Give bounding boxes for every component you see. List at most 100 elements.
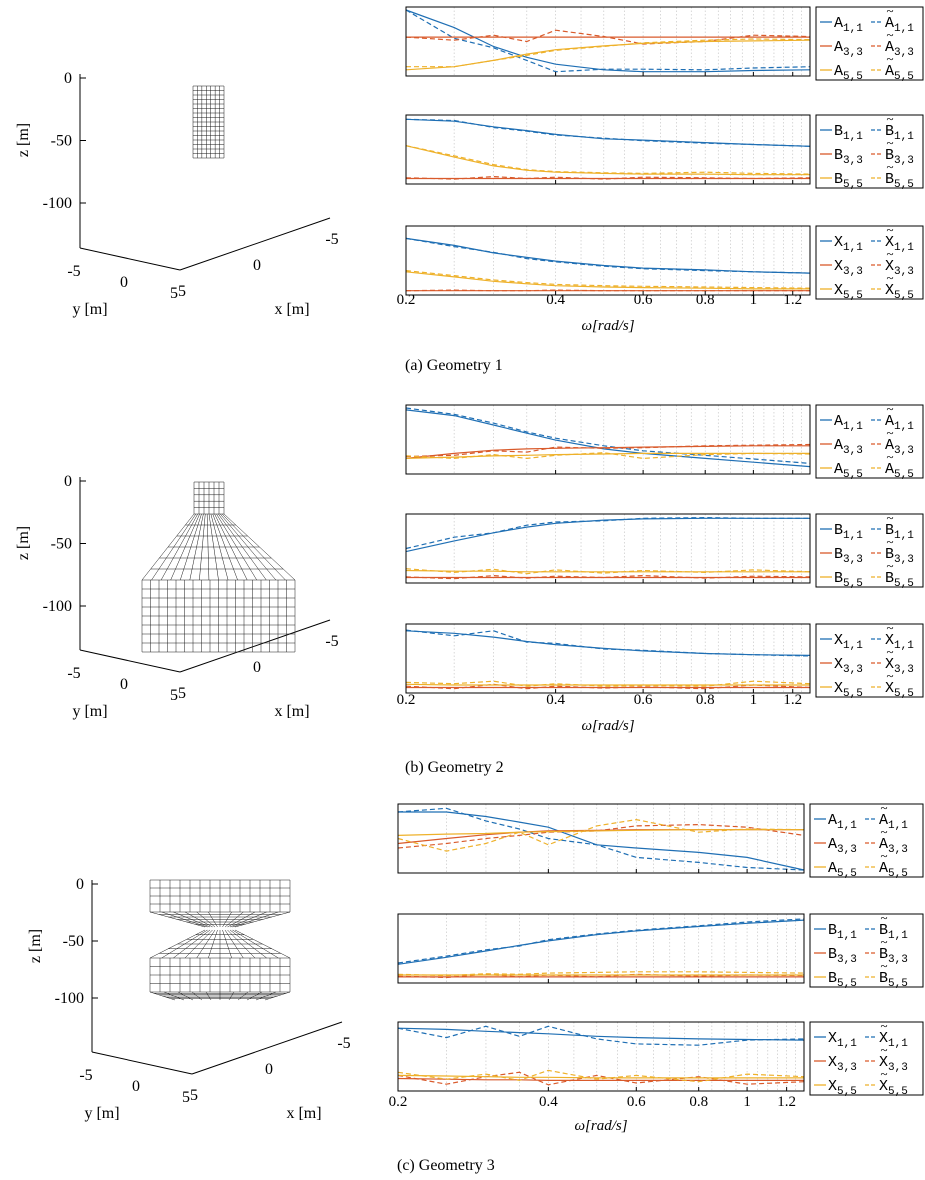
g3-x-series-line-0 (397, 1027, 805, 1041)
g2-a-legend-label-tilde-tilde: ~ (886, 401, 893, 416)
g1-a-series-line-5 (406, 38, 811, 68)
geometry-2-x-tick-label: 0 (253, 659, 261, 676)
g2-b-series-line-5 (405, 568, 811, 575)
g3-x-legend-label-tilde: X1,1 (879, 1030, 908, 1050)
g2-b-legend-label-tilde-tilde: ~ (886, 510, 893, 525)
g1-x-series-line-4 (405, 271, 810, 290)
x-tick-label: 1.2 (777, 1094, 796, 1110)
g1-a-legend-label-tilde: A3,3 (885, 39, 914, 59)
geometry-3-mesh (149, 879, 291, 1001)
g1-b-legend-label-tilde: B1,1 (885, 123, 914, 143)
g3-a-series-line-5 (397, 818, 805, 852)
g2-a-legend-label-tilde: A1,1 (885, 413, 914, 433)
g2-a-series-line-0 (405, 409, 811, 468)
g2-x-series-line-3 (405, 683, 811, 690)
geometry-3-z-tick-label: 0 (76, 876, 84, 893)
g3-x-legend-label-tilde: X5,5 (879, 1078, 908, 1098)
g1-a-legend-label-tilde: A1,1 (885, 15, 914, 35)
geometry-1-z-tick-label: -100 (43, 195, 72, 212)
g3-b-series-line-5 (397, 971, 805, 977)
geometry-3-y-axis-label: y [m] (84, 1105, 119, 1122)
x-tick-label: 1.2 (783, 292, 802, 308)
geometry-2-x-axis (179, 619, 331, 673)
g2-b-plot-frame (405, 513, 811, 584)
g2-a-legend-box (815, 404, 924, 479)
geometry-2-z-tick-label: -100 (43, 598, 72, 615)
geometry-1-x-axis-label: x [m] (274, 301, 309, 318)
g2-x-legend-box (815, 623, 924, 698)
x-tick-label: 0.4 (546, 292, 565, 308)
g1-x-plot-frame (405, 225, 811, 296)
g1-x-legend-label-tilde: X1,1 (885, 234, 914, 254)
g3-a-legend-label-tilde: A3,3 (879, 836, 908, 856)
geometry-2-x-tick-label: 5 (178, 685, 186, 702)
g2-x-series-line-1 (405, 629, 811, 657)
x-axis-label: ω[rad/s] (581, 718, 634, 734)
geometry-1-z-axis-label: z [m] (15, 123, 32, 157)
g2-b-series-line-1 (405, 516, 810, 550)
g3-a-series-line-2 (397, 829, 804, 845)
caption-geometry-1: (a) Geometry 1 (405, 357, 503, 374)
geometry-2-y-tick-label: -5 (67, 665, 80, 682)
g2-b-legend-label-tilde: B1,1 (885, 522, 914, 542)
g3-x-legend-label: X1,1 (828, 1030, 857, 1050)
g1-a-legend-label-tilde-tilde: ~ (886, 51, 893, 66)
g3-x-legend-label: X5,5 (828, 1078, 857, 1098)
g3-x-series-line-1 (397, 1025, 805, 1046)
geometry-1-x-tick-label: 5 (178, 283, 186, 300)
g2-b-legend-label: B3,3 (834, 546, 863, 566)
g3-b-legend-label-tilde: B3,3 (879, 946, 908, 966)
g1-x-legend-label: X1,1 (834, 234, 863, 254)
g1-a-legend-label: A1,1 (834, 15, 863, 35)
g3-b-legend-box (809, 913, 924, 988)
g2-b-legend-label-tilde: B5,5 (885, 570, 914, 590)
x-tick-label: 1.2 (783, 692, 802, 708)
geometry-3-x-tick-label: -5 (337, 1035, 350, 1052)
g3-a-legend-label-tilde-tilde: ~ (880, 800, 887, 815)
g1-x-legend-box (815, 225, 924, 300)
x-tick-label: 0.6 (634, 692, 653, 708)
g3-b-legend-label-tilde-tilde: ~ (880, 958, 887, 973)
g2-a-legend-label-tilde: A3,3 (885, 437, 914, 457)
geometry-2-y-tick-label: 0 (120, 676, 128, 693)
x-tick-label: 0.8 (696, 292, 715, 308)
g1-b-legend-label: B1,1 (834, 123, 863, 143)
geometry-3-y-tick-label: 5 (182, 1089, 190, 1106)
g3-b-legend-label-tilde-tilde: ~ (880, 934, 887, 949)
g3-b-legend-label-tilde: B5,5 (879, 970, 908, 990)
geometry-2-z-tick-label: 0 (64, 473, 72, 490)
g3-b-legend-label: B1,1 (828, 922, 857, 942)
g1-a-legend-label-tilde-tilde: ~ (886, 27, 893, 42)
g3-x-legend-label: X3,3 (828, 1054, 857, 1074)
g1-a-legend-box (815, 6, 924, 81)
g1-a-legend-label-tilde: A5,5 (885, 63, 914, 83)
geometry-2-x-axis-label: x [m] (274, 703, 309, 720)
caption-geometry-3: (c) Geometry 3 (397, 1157, 495, 1174)
g1-x-legend-label: X3,3 (834, 258, 863, 278)
g3-x-legend-label-tilde-tilde: ~ (880, 1018, 887, 1033)
g1-b-legend-label-tilde-tilde: ~ (886, 159, 893, 174)
g1-a-legend-label-tilde-tilde: ~ (886, 3, 893, 18)
geometry-3-z-axis-label: z [m] (27, 929, 44, 963)
g1-b-legend-label: B3,3 (834, 147, 863, 167)
g3-a-legend-box (809, 803, 924, 878)
x-axis-label: ω[rad/s] (581, 318, 634, 334)
g3-x-plot-frame (397, 1021, 805, 1092)
g3-b-legend-label: B3,3 (828, 946, 857, 966)
geometry-2-mesh (141, 481, 296, 653)
g1-a-plot-frame (405, 6, 811, 77)
geometry-1-y-tick-label: 0 (120, 274, 128, 291)
g1-b-plot-frame (405, 114, 811, 185)
geometry-3-z-tick-label: -50 (63, 933, 84, 950)
g1-x-legend-label-tilde: X3,3 (885, 258, 914, 278)
g2-a-legend-label: A1,1 (834, 413, 863, 433)
g3-a-legend-label: A3,3 (828, 836, 857, 856)
geometry-1-y-axis-label: y [m] (72, 301, 107, 318)
g1-b-legend-label-tilde-tilde: ~ (886, 135, 893, 150)
geometry-1-x-tick-label: -5 (325, 231, 338, 248)
g2-x-legend-label-tilde-tilde: ~ (886, 620, 893, 635)
g2-a-legend-label: A3,3 (834, 437, 863, 457)
g1-b-series-line-3 (405, 175, 811, 180)
x-tick-label: 0.2 (389, 1094, 408, 1110)
